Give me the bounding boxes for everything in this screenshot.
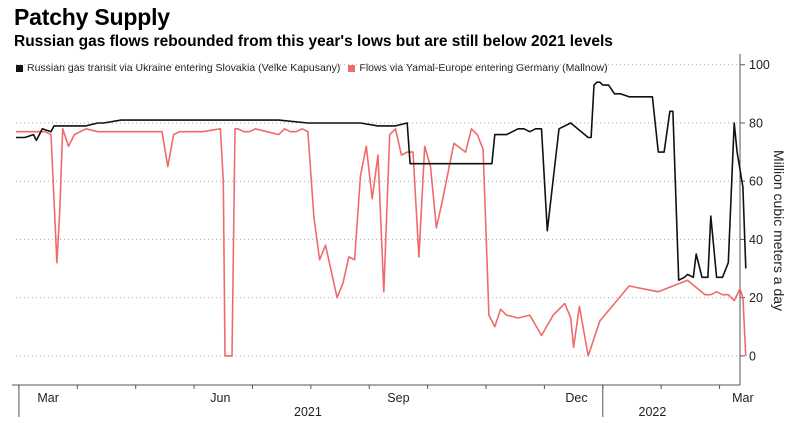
legend-label-yamal-europe: Flows via Yamal-Europe entering Germany … <box>359 62 608 74</box>
xtick-label-0: Mar <box>37 391 59 405</box>
year-label-2021: 2021 <box>294 405 322 419</box>
xtick-label-2: Sep <box>387 391 409 405</box>
ytick-label-40: 40 <box>749 233 763 247</box>
series-lines <box>16 81 747 357</box>
chart-subtitle: Russian gas flows rebounded from this ye… <box>14 33 613 50</box>
legend-label-ukraine-transit: Russian gas transit via Ukraine entering… <box>27 62 341 74</box>
xtick-label-4: Mar <box>732 391 754 405</box>
legend-swatch-red <box>348 64 356 72</box>
ytick-label-0: 0 <box>749 349 756 363</box>
ytick-label-100: 100 <box>749 58 770 72</box>
legend-item-yamal-europe: Flows via Yamal-Europe entering Germany … <box>348 62 608 74</box>
axis-labels: 0 20 40 60 80 100 Mar Jun Sep Dec Mar 2021 2022 Milli… <box>37 58 787 419</box>
xtick-label-3: Dec <box>565 391 587 405</box>
ytick-label-80: 80 <box>749 116 763 130</box>
legend-swatch-black <box>16 64 23 72</box>
year-label-2022: 2022 <box>639 405 667 419</box>
series-line-yamal-europe <box>16 128 747 357</box>
ytick-label-60: 60 <box>749 175 763 189</box>
chart-title: Patchy Supply <box>14 4 170 30</box>
axes <box>12 54 745 417</box>
series-line-ukraine-transit <box>16 81 747 282</box>
legend-item-ukraine-transit: Russian gas transit via Ukraine entering… <box>16 62 340 74</box>
ytick-label-20: 20 <box>749 291 763 305</box>
legend: Russian gas transit via Ukraine entering… <box>16 62 608 74</box>
gridlines <box>16 64 740 357</box>
y-axis-title: Million cubic meters a day <box>771 150 787 311</box>
xtick-label-1: Jun <box>210 391 230 405</box>
